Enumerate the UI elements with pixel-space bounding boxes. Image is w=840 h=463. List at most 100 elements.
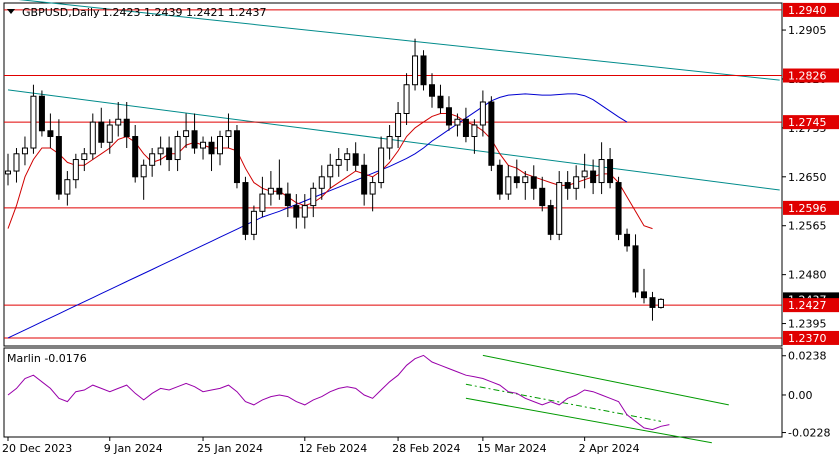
bull-candle (259, 193, 266, 212)
bull-candle (335, 159, 342, 166)
level-label-box (783, 298, 839, 313)
bear-candle (276, 187, 283, 195)
bull-candle (267, 187, 274, 195)
price-tick-label: 1.2565 (788, 220, 827, 233)
bear-candle (539, 187, 546, 207)
bull-candle (471, 124, 478, 138)
bull-candle (327, 164, 334, 178)
channel-line-3 (465, 397, 712, 444)
bull-candle (183, 130, 190, 138)
bull-candle (479, 101, 486, 126)
bull-candle (301, 205, 308, 218)
bull-candle (21, 147, 28, 155)
indicator-tick-label: -0.0228 (788, 427, 830, 440)
indicator-tick-label: 0.00 (788, 389, 813, 402)
bear-candle (242, 182, 249, 235)
bull-candle (318, 176, 325, 189)
bull-candle (454, 118, 461, 126)
price-tick-label: 1.2395 (788, 318, 827, 331)
date-tick-label: 28 Feb 2024 (392, 442, 460, 455)
bear-candle (166, 147, 173, 161)
bear-candle (632, 245, 639, 293)
bear-candle (38, 95, 45, 132)
bull-candle (64, 179, 71, 195)
level-label: 1.2596 (788, 202, 827, 215)
indicator-name-label: Marlin -0.0176 (7, 352, 87, 365)
channel-line-2 (465, 383, 662, 422)
bull-candle (403, 84, 410, 114)
bull-candle (581, 170, 588, 178)
bull-candle (72, 159, 79, 181)
date-tick-label: 20 Dec 2023 (2, 442, 72, 455)
bear-candle (208, 141, 215, 155)
bear-candle (429, 84, 435, 97)
bull-candle (657, 298, 664, 308)
trendline-layer (7, 0, 780, 191)
bear-candle (624, 233, 631, 247)
bull-candle (505, 176, 512, 195)
bear-candle (530, 176, 537, 189)
bull-candle (115, 118, 122, 126)
level-labels-layer: 1.2940 1.2826 1.2745 1.2596 1.2427 1.2370 (783, 2, 839, 345)
bull-candle (174, 136, 181, 161)
bear-candle (445, 107, 452, 126)
bull-candle (412, 55, 419, 86)
bull-candle (225, 130, 232, 138)
bull-candle (140, 164, 147, 178)
bull-candle (157, 147, 164, 155)
date-tick-label: 15 Mar 2024 (477, 442, 547, 455)
bull-candle (556, 182, 563, 235)
bull-candle (395, 112, 402, 138)
ohlc-readout: 1.2423 1.2439 1.2421 1.2437 (102, 6, 266, 19)
bear-candle (615, 182, 622, 235)
bear-candle (564, 182, 571, 189)
indicator-tick-label: 0.0238 (788, 350, 827, 363)
date-tick-label: 12 Feb 2024 (299, 442, 367, 455)
bear-candle (233, 130, 240, 184)
bull-candle (13, 153, 20, 172)
level-label: 1.2370 (788, 332, 827, 345)
bull-candle (30, 95, 37, 149)
date-tick-label: 2 Apr 2024 (579, 442, 640, 455)
bear-candle (284, 193, 291, 207)
bear-candle (191, 130, 198, 149)
bear-candle (55, 136, 62, 195)
price-tick-label: 1.2650 (788, 171, 827, 184)
bull-candle (344, 153, 351, 161)
price-tick-label: 1.2480 (788, 269, 827, 282)
bear-candle (649, 297, 656, 308)
bull-candle (106, 124, 113, 143)
marlin-line (7, 354, 670, 431)
level-label: 1.2826 (788, 70, 827, 83)
bear-candle (47, 130, 54, 138)
trendline-2 (7, 89, 780, 191)
bull-candle (250, 210, 257, 235)
level-label-box (783, 2, 839, 17)
bear-candle (123, 118, 130, 138)
bear-candle (420, 55, 427, 86)
level-label-box (783, 330, 839, 345)
bull-candle (378, 147, 385, 184)
bull-candle (5, 170, 11, 175)
date-tick-label: 25 Jan 2024 (197, 442, 263, 455)
bull-candle (573, 176, 580, 189)
bull-candle (89, 121, 96, 155)
bull-candle (217, 136, 223, 155)
collapse-arrow-icon[interactable] (7, 9, 15, 14)
bear-candle (98, 121, 105, 143)
symbol-label: GBPUSD,Daily (22, 6, 100, 19)
level-label-box (783, 200, 839, 215)
level-label: 1.2427 (788, 299, 827, 312)
marlin-indicator-layer: 0.0238 0.00 -0.0228 (7, 350, 830, 444)
main-panel-frame (3, 2, 783, 347)
bull-candle (522, 176, 529, 184)
slow-moving-average (7, 93, 628, 339)
bull-candle (598, 159, 605, 184)
bear-candle (293, 205, 300, 218)
bull-candle (310, 187, 317, 207)
bear-candle (437, 95, 444, 109)
level-label-box (783, 68, 839, 83)
trendline-1 (18, 0, 780, 81)
bear-candle (590, 170, 597, 184)
bear-candle (513, 176, 520, 184)
